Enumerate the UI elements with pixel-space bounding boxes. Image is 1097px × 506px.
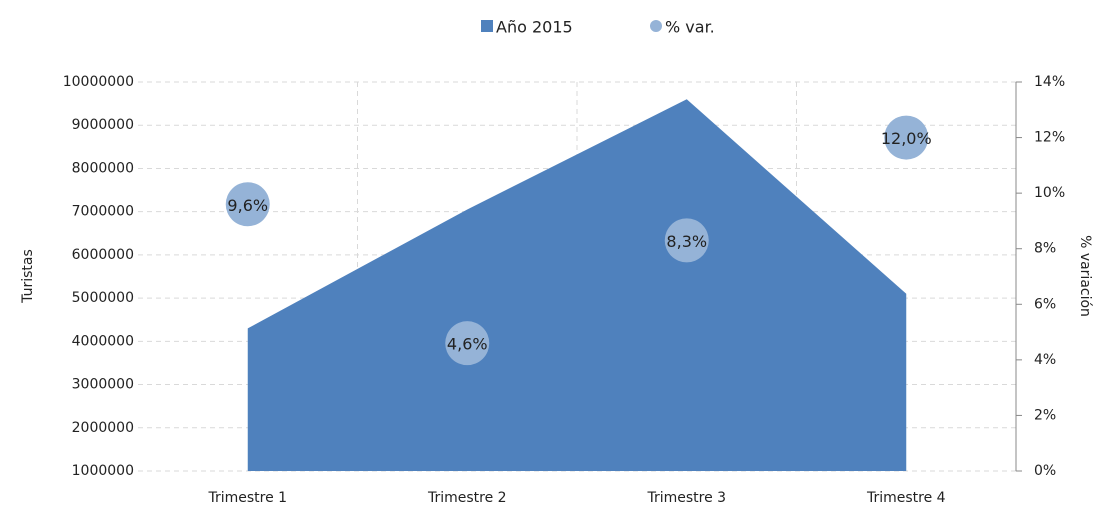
y-tick-label: 2000000	[72, 420, 134, 436]
legend-swatch	[650, 20, 662, 32]
legend-label: % var.	[665, 18, 715, 37]
x-tick-label: Trimestre 4	[866, 490, 946, 506]
y-tick-label: 10000000	[63, 74, 134, 90]
y2-axis-title: % variación	[1077, 235, 1093, 317]
y-axis-title: Turistas	[20, 249, 36, 304]
data-label: 4,6%	[447, 335, 488, 354]
y-tick-label: 4000000	[72, 333, 134, 349]
data-label: 8,3%	[666, 232, 707, 251]
bubble	[884, 115, 929, 160]
data-label: 12,0%	[881, 129, 932, 148]
x-tick-label: Trimestre 1	[207, 490, 287, 506]
y2-tick-label: 8%	[1034, 241, 1056, 257]
y-tick-label: 5000000	[72, 290, 134, 306]
area	[247, 99, 907, 472]
y2-tick-label: 12%	[1034, 130, 1065, 146]
bubble	[225, 182, 270, 227]
x-tick-label: Trimestre 3	[646, 490, 726, 506]
y-tick-label: 9000000	[72, 117, 134, 133]
bubble	[664, 218, 709, 263]
y2-tick-label: 14%	[1034, 74, 1065, 90]
y-tick-label: 1000000	[72, 463, 134, 479]
bubble	[445, 321, 490, 366]
y2-tick-label: 2%	[1034, 407, 1056, 423]
y-tick-label: 7000000	[72, 204, 134, 220]
y-tick-label: 8000000	[72, 160, 134, 176]
y2-tick-label: 10%	[1034, 185, 1065, 201]
data-label: 9,6%	[227, 196, 268, 215]
x-tick-label: Trimestre 2	[427, 490, 507, 506]
y2-tick-label: 4%	[1034, 352, 1056, 368]
y-tick-label: 3000000	[72, 377, 134, 393]
y2-tick-label: 0%	[1034, 463, 1056, 479]
legend-swatch	[481, 20, 493, 32]
y-tick-label: 6000000	[72, 247, 134, 263]
legend-label: Año 2015	[496, 18, 573, 37]
y2-tick-label: 6%	[1034, 296, 1056, 312]
